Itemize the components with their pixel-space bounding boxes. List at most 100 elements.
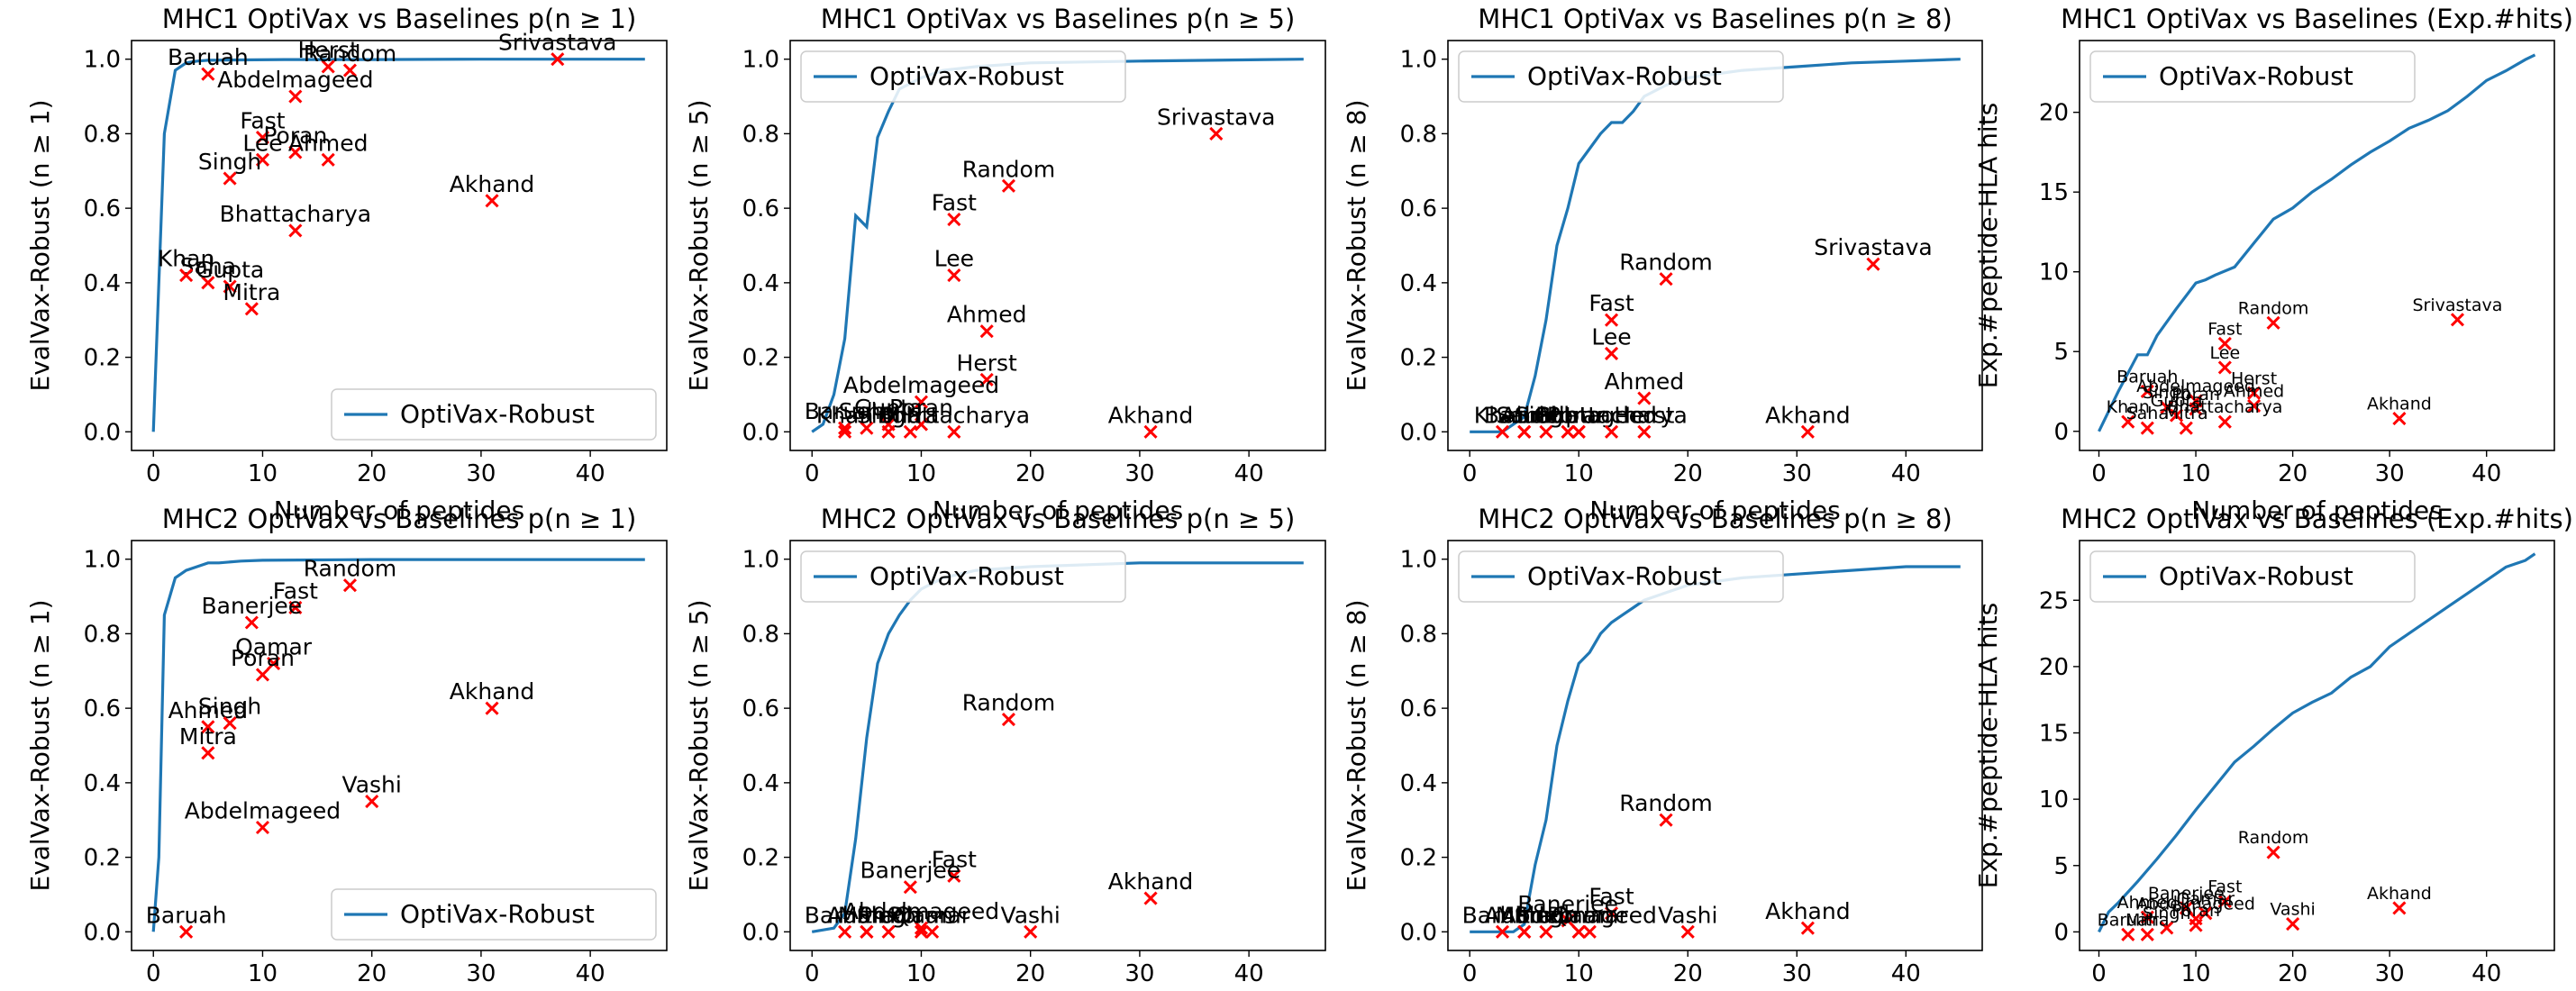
legend-label: OptiVax-Robust bbox=[1527, 61, 1722, 91]
baseline-marker bbox=[2121, 414, 2135, 429]
baseline-label: Akhand bbox=[1108, 402, 1193, 428]
baseline-label: Poran bbox=[231, 645, 295, 671]
baseline-marker bbox=[288, 145, 303, 159]
x-tick-label: 10 bbox=[1564, 960, 1594, 987]
x-tick-label: 30 bbox=[2375, 960, 2405, 987]
baseline-label: Akhand bbox=[450, 171, 534, 197]
baseline-label: Singh bbox=[1515, 402, 1578, 428]
x-tick-label: 10 bbox=[906, 460, 936, 487]
x-tick-label: 30 bbox=[1124, 960, 1154, 987]
y-tick-label: 0.4 bbox=[742, 770, 779, 797]
baseline-marker bbox=[979, 324, 994, 339]
legend-box bbox=[800, 550, 1126, 603]
baseline-label: Qamar bbox=[1552, 902, 1629, 928]
baseline-marker bbox=[255, 130, 270, 145]
baseline-marker bbox=[1582, 924, 1597, 939]
optivax-robust-line bbox=[2098, 552, 2536, 933]
baseline-label: Saha bbox=[2126, 404, 2169, 423]
baseline-marker bbox=[1143, 891, 1158, 905]
baseline-label: Saha bbox=[1497, 402, 1552, 428]
baseline-label: Srivastava bbox=[2412, 295, 2502, 315]
baseline-label: Qamar bbox=[235, 634, 313, 660]
legend-label: OptiVax-Robust bbox=[1527, 561, 1722, 591]
y-tick-label: 0.4 bbox=[1400, 270, 1437, 297]
y-tick-label: 0.6 bbox=[1400, 195, 1437, 223]
x-tick-label: 20 bbox=[1673, 460, 1703, 487]
baseline-marker bbox=[1209, 126, 1224, 141]
baseline-label: Abdelmageed bbox=[1501, 402, 1657, 428]
baseline-marker bbox=[1604, 906, 1619, 921]
baseline-label: Vashi bbox=[342, 772, 402, 798]
x-axis-label: Number of peptides bbox=[1589, 496, 1840, 525]
baseline-marker bbox=[838, 424, 852, 439]
baseline-label: Singh bbox=[857, 902, 920, 928]
baseline-label: Mitra bbox=[2164, 404, 2208, 423]
baseline-label: Poran bbox=[263, 123, 327, 149]
y-tick-label: 10 bbox=[2039, 259, 2069, 286]
baseline-label: Poran bbox=[889, 395, 953, 421]
baseline-marker bbox=[288, 89, 303, 104]
x-tick-label: 0 bbox=[146, 960, 161, 987]
x-axis-label: Number of peptides bbox=[933, 496, 1183, 525]
x-tick-label: 30 bbox=[1124, 460, 1154, 487]
y-tick-label: 1.0 bbox=[84, 547, 121, 574]
baseline-label: Herst bbox=[2231, 368, 2277, 388]
baseline-marker bbox=[1800, 424, 1815, 439]
legend-box bbox=[331, 388, 657, 441]
y-tick-label: 0.8 bbox=[1400, 121, 1437, 148]
baseline-marker bbox=[914, 417, 929, 432]
baseline-marker bbox=[914, 921, 929, 935]
baseline-label: Abdelmageed bbox=[843, 898, 999, 924]
y-axis-label: Exp.#peptide-HLA hits bbox=[1973, 103, 2003, 388]
baseline-marker bbox=[2140, 421, 2154, 435]
subplot-3: MHC1 OptiVax vs Baselines p(n ≥ 8) 0 10 20 3… bbox=[1342, 4, 1983, 525]
baseline-label: Akhand bbox=[1108, 868, 1193, 895]
baseline-label: Singh bbox=[198, 694, 261, 720]
baseline-label: Srivastava bbox=[1157, 104, 1275, 130]
baseline-marker bbox=[2179, 421, 2193, 435]
baseline-marker bbox=[1495, 424, 1510, 439]
baseline-marker bbox=[979, 372, 994, 386]
baseline-marker bbox=[1659, 813, 1673, 827]
baseline-label: Baruah bbox=[2116, 367, 2178, 386]
y-tick-label: 1.0 bbox=[742, 547, 779, 574]
subplot-title: MHC2 OptiVax vs Baselines p(n ≥ 5) bbox=[821, 504, 1296, 534]
baseline-marker bbox=[947, 268, 961, 283]
baseline-marker bbox=[485, 194, 499, 208]
y-tick-label: 0.2 bbox=[1400, 845, 1437, 872]
plot-frame bbox=[789, 540, 1326, 951]
baseline-marker bbox=[860, 924, 874, 939]
baseline-label: Herst bbox=[298, 37, 359, 63]
plot-frame bbox=[131, 40, 668, 451]
subplot-title: MHC2 OptiVax vs Baselines p(n ≥ 1) bbox=[162, 504, 637, 534]
x-tick-label: 0 bbox=[1462, 960, 1478, 987]
plot-frame bbox=[131, 540, 668, 951]
baseline-label: Gupta bbox=[854, 395, 923, 421]
y-tick-label: 15 bbox=[2039, 721, 2069, 748]
baseline-label: Random bbox=[1619, 790, 1713, 816]
baseline-label: Lee bbox=[242, 130, 282, 156]
baseline-label: Gupta bbox=[2151, 391, 2203, 411]
plot-frame bbox=[789, 40, 1326, 451]
baseline-label: Bhattacharya bbox=[2167, 397, 2282, 417]
y-tick-label: 0.6 bbox=[84, 195, 121, 223]
baseline-label: Baruah bbox=[2098, 910, 2159, 930]
y-axis-label: EvalVax-Robust (n ≥ 1) bbox=[25, 600, 55, 892]
y-axis-label: EvalVax-Robust (n ≥ 5) bbox=[684, 100, 714, 392]
baseline-marker bbox=[2140, 927, 2154, 941]
legend-label: OptiVax-Robust bbox=[2159, 61, 2353, 91]
x-tick-label: 10 bbox=[248, 960, 278, 987]
legend-box bbox=[2089, 50, 2416, 103]
baseline-label: Banerjee bbox=[202, 593, 303, 619]
baseline-label: Bhattacharya bbox=[220, 201, 372, 227]
baseline-label: Banerjee bbox=[860, 858, 961, 884]
baseline-label: Singh bbox=[2143, 904, 2190, 923]
y-tick-label: 20 bbox=[2039, 100, 2069, 127]
baseline-marker bbox=[2140, 384, 2154, 399]
y-tick-label: 0.0 bbox=[742, 919, 779, 946]
x-tick-label: 10 bbox=[248, 460, 278, 487]
baseline-marker bbox=[2160, 921, 2174, 935]
baseline-marker bbox=[255, 152, 270, 167]
x-tick-label: 40 bbox=[576, 460, 605, 487]
x-axis-label: Number of peptides bbox=[274, 496, 524, 525]
